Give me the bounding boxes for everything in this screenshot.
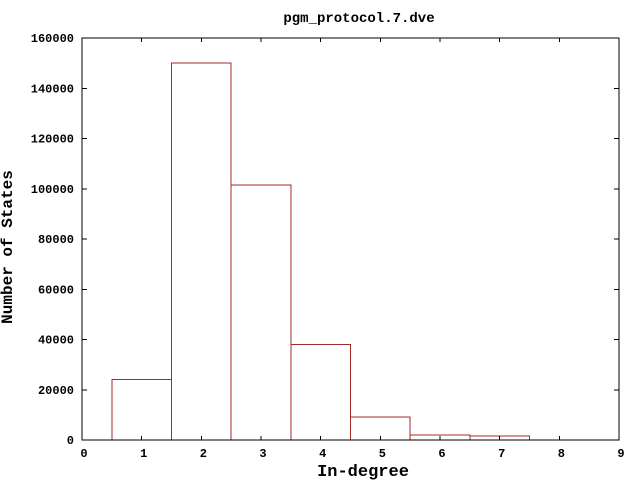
svg-text:60000: 60000 xyxy=(38,283,74,297)
svg-text:120000: 120000 xyxy=(31,133,74,147)
svg-text:1: 1 xyxy=(140,447,147,461)
svg-text:3: 3 xyxy=(259,447,266,461)
svg-text:100000: 100000 xyxy=(31,183,74,197)
svg-text:40000: 40000 xyxy=(38,334,74,348)
svg-text:pgm_protocol.7.dve: pgm_protocol.7.dve xyxy=(283,11,434,27)
svg-text:5: 5 xyxy=(379,447,386,461)
svg-text:4: 4 xyxy=(319,447,326,461)
svg-text:0: 0 xyxy=(80,447,87,461)
svg-text:140000: 140000 xyxy=(31,82,74,96)
svg-text:0: 0 xyxy=(67,434,74,448)
svg-text:8: 8 xyxy=(558,447,565,461)
svg-text:80000: 80000 xyxy=(38,233,74,247)
svg-text:Number of States: Number of States xyxy=(0,170,17,324)
svg-text:In-degree: In-degree xyxy=(317,463,409,480)
svg-text:9: 9 xyxy=(617,447,624,461)
svg-text:7: 7 xyxy=(498,447,505,461)
svg-text:20000: 20000 xyxy=(38,384,74,398)
svg-text:6: 6 xyxy=(438,447,445,461)
svg-text:2: 2 xyxy=(200,447,207,461)
svg-text:160000: 160000 xyxy=(31,32,74,46)
